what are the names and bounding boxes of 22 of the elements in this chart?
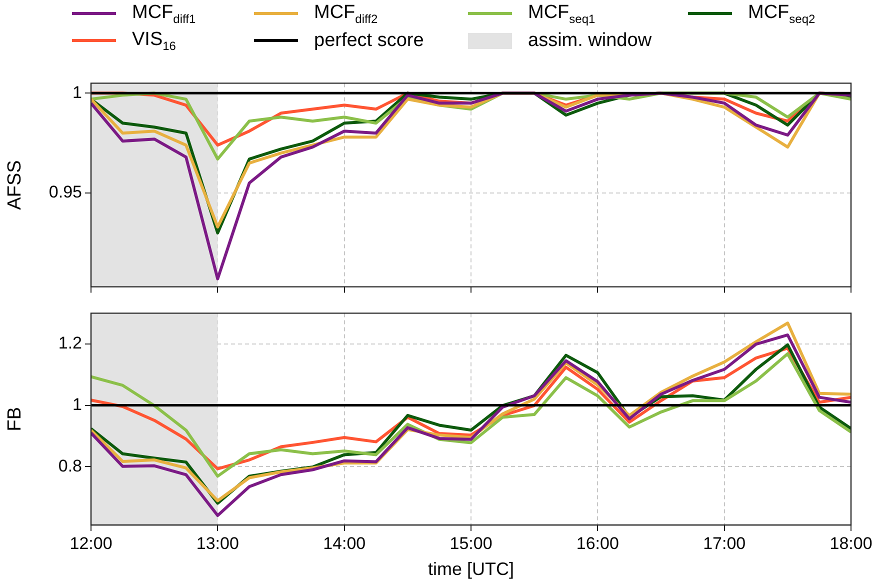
x-tick-label: 18:00 xyxy=(830,534,872,553)
y-axis-title: FB xyxy=(4,406,26,432)
x-tick-label: 16:00 xyxy=(576,534,619,553)
x-tick-label: 17:00 xyxy=(703,534,746,553)
legend-label: perfect score xyxy=(314,30,424,52)
legend-label: MCF$_{diff2}$ xyxy=(314,2,378,26)
legend-label: MCF$_{diff1}$ xyxy=(132,2,196,26)
y-tick-label: 0.8 xyxy=(58,456,82,476)
x-tick-label: 14:00 xyxy=(323,534,366,553)
legend-label: assim. window xyxy=(528,30,652,52)
x-tick-label: 15:00 xyxy=(450,534,492,553)
y-tick-label: 0.95 xyxy=(48,182,82,202)
x-axis-title: time [UTC] xyxy=(428,559,514,580)
x-tick-label: 12:00 xyxy=(70,534,112,553)
legend-label: MCF$_{seq2}$ xyxy=(748,2,816,26)
y-tick-label: 1 xyxy=(72,82,82,102)
x-tick-label: 13:00 xyxy=(196,534,239,553)
y-axis-title: AFSS xyxy=(4,160,26,210)
legend-label: VIS$_{16}$ xyxy=(132,28,176,52)
y-tick-label: 1 xyxy=(72,394,82,414)
legend-label: MCF$_{seq1}$ xyxy=(528,2,596,26)
y-tick-label: 1.2 xyxy=(58,334,82,353)
